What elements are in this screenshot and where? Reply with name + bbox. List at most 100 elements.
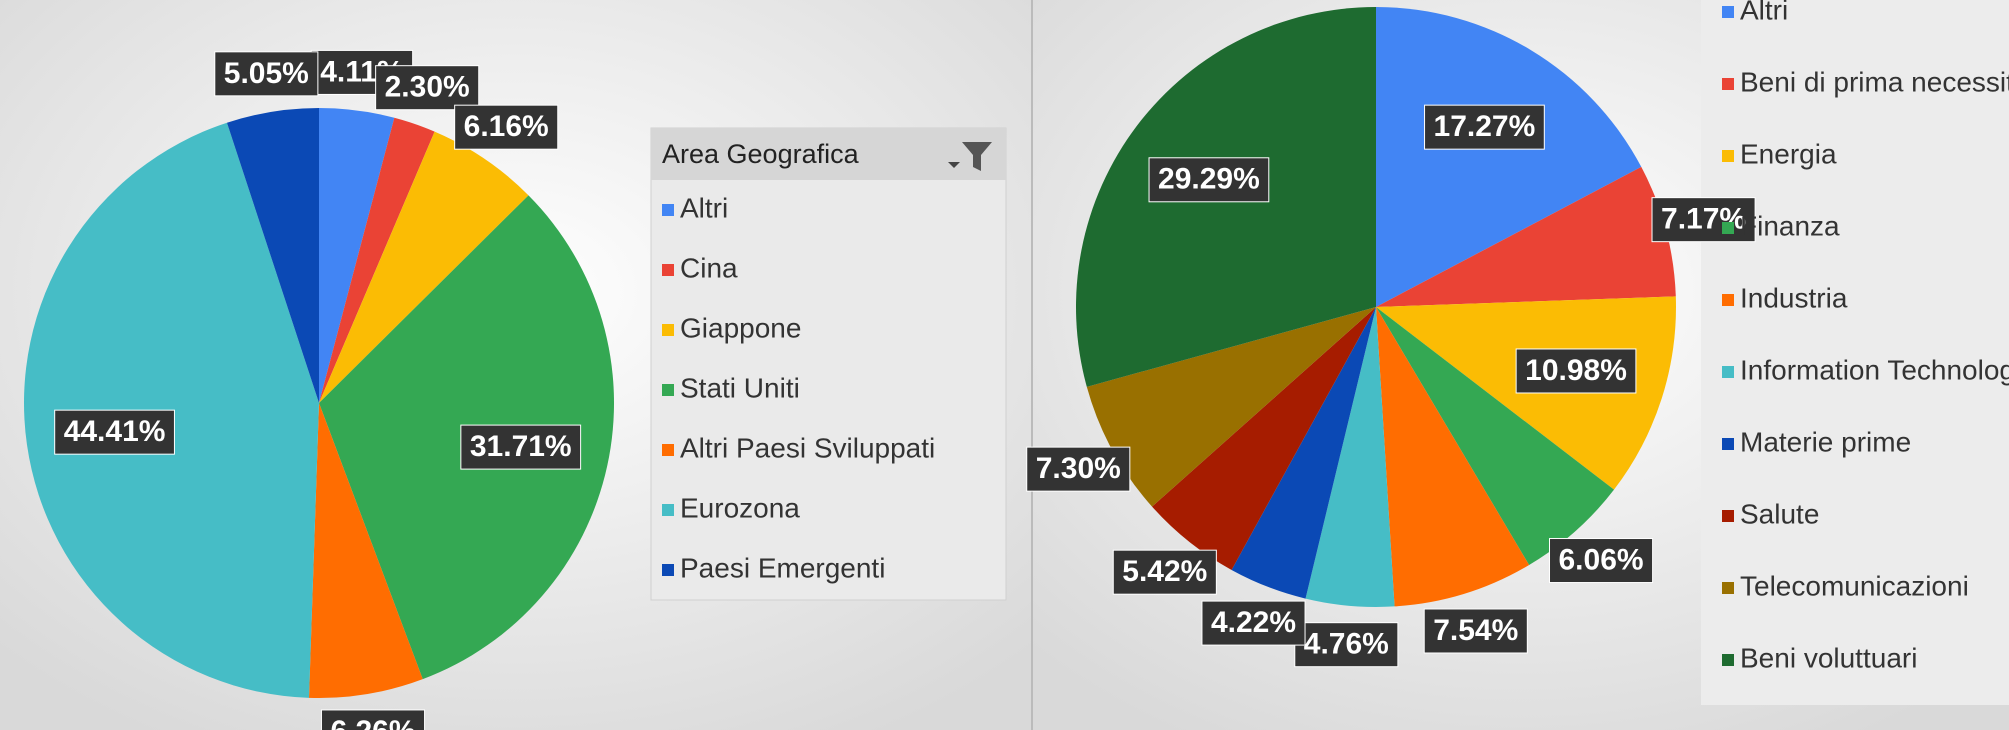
data-label: 7.30% <box>1026 446 1131 492</box>
data-label-bg <box>54 409 175 455</box>
legend-swatch <box>1722 438 1734 450</box>
data-label: 2.30% <box>375 65 480 111</box>
dropdown-icon[interactable] <box>948 162 960 168</box>
legend-swatch <box>662 384 674 396</box>
legend-swatch <box>1722 150 1734 162</box>
pie-slice <box>1305 307 1395 608</box>
pie-slice <box>1086 307 1376 507</box>
data-label: 44.41% <box>54 409 175 455</box>
data-label-text: 10.98% <box>1525 354 1627 387</box>
data-label-text: 5.05% <box>224 57 309 90</box>
data-label-bg <box>1201 600 1306 646</box>
data-label-text: 6.26% <box>330 715 415 730</box>
legend-label: Stati Uniti <box>680 372 800 403</box>
pie-slice <box>319 117 435 404</box>
data-label-text: 31.71% <box>470 430 572 463</box>
filter-icon[interactable] <box>962 142 992 171</box>
data-label-bg <box>1424 104 1545 150</box>
data-label: 31.71% <box>460 424 582 470</box>
legend-swatch <box>662 204 674 216</box>
legend-swatch <box>1722 6 1734 18</box>
legend-label: Altri <box>1740 0 1788 25</box>
pie-slice <box>1376 166 1676 307</box>
legend-label: Altri Paesi Sviluppati <box>680 432 935 463</box>
data-label: 17.27% <box>1424 104 1545 150</box>
data-label-bg <box>454 104 559 150</box>
pie-slice <box>1231 307 1376 599</box>
data-label-text: 5.42% <box>1122 555 1207 588</box>
data-label-text: 17.27% <box>1434 110 1536 143</box>
data-label-bg <box>1549 538 1654 584</box>
legend-label: Information Technology <box>1740 354 2009 385</box>
data-label-bg <box>1148 157 1270 203</box>
data-label-text: 2.30% <box>385 71 470 104</box>
pie-slice <box>1152 307 1376 570</box>
pie-slice <box>226 108 319 403</box>
legend-swatch <box>1722 654 1734 666</box>
legend-label: Paesi Emergenti <box>680 552 885 583</box>
legend-swatch <box>662 564 674 576</box>
legend-label: Beni di prima necessità <box>1740 66 2009 97</box>
pie-slice <box>308 403 423 698</box>
data-label-bg <box>320 709 426 730</box>
data-label: 29.29% <box>1148 157 1270 203</box>
data-label-bg <box>375 65 480 111</box>
data-label-bg <box>460 424 582 470</box>
data-label-text: 6.06% <box>1559 543 1644 576</box>
legend-title: Area Geografica <box>662 139 860 169</box>
data-label-bg <box>1294 622 1399 668</box>
legend-box <box>1701 0 2009 705</box>
data-label-text: 7.54% <box>1433 614 1518 647</box>
data-label-bg <box>1515 348 1637 394</box>
pie-slice <box>319 131 529 404</box>
legend-swatch <box>1722 366 1734 378</box>
pie-slice <box>1376 307 1615 565</box>
legend-swatch <box>1722 294 1734 306</box>
data-label-bg <box>1112 549 1217 595</box>
legend-swatch <box>1722 78 1734 90</box>
data-label-bg <box>1423 608 1528 654</box>
data-label-text: 4.22% <box>1211 606 1296 639</box>
legend-box <box>650 127 1007 601</box>
legend-label: Telecomunicazioni <box>1740 570 1969 601</box>
legend-label: Eurozona <box>680 492 800 523</box>
legend-swatch <box>662 504 674 516</box>
data-label: 4.22% <box>1201 600 1306 646</box>
data-label: 7.54% <box>1423 608 1528 654</box>
legend-label: Energia <box>1740 138 1837 169</box>
legend-swatch <box>662 324 674 336</box>
pie-slice <box>319 108 395 403</box>
data-label-text: 4.76% <box>1304 628 1389 661</box>
legend-swatch <box>1722 222 1734 234</box>
legend-swatch <box>1722 582 1734 594</box>
legend-label: Giappone <box>680 312 801 343</box>
data-label-bg <box>214 51 319 97</box>
pie-slice <box>1376 7 1642 307</box>
data-label-text: 7.30% <box>1036 452 1121 485</box>
legend-swatch <box>662 264 674 276</box>
data-label: 5.05% <box>214 51 319 97</box>
legend-label: Cina <box>680 252 738 283</box>
legend-label: Beni voluttuari <box>1740 642 1917 673</box>
legend-header[interactable] <box>651 128 1006 180</box>
legend-label: Industria <box>1740 282 1848 313</box>
data-label: 6.16% <box>454 104 559 150</box>
legend-label: Finanza <box>1740 210 1840 241</box>
data-label-text: 44.41% <box>64 415 166 448</box>
data-label-text: 6.16% <box>464 110 549 143</box>
data-label-bg <box>1651 197 1756 243</box>
legend-swatch <box>662 444 674 456</box>
data-label: 6.06% <box>1549 538 1654 584</box>
data-label: 5.42% <box>1112 549 1217 595</box>
pie-slice <box>1376 307 1530 607</box>
data-label: 10.98% <box>1515 348 1637 394</box>
legend-label: Salute <box>1740 498 1819 529</box>
data-label-text: 29.29% <box>1158 163 1260 196</box>
data-label: 4.76% <box>1294 622 1399 668</box>
legend-swatch <box>1722 510 1734 522</box>
data-label-bg <box>1026 446 1131 492</box>
data-label: 6.26% <box>320 709 426 730</box>
legend-label: Altri <box>680 192 728 223</box>
legend-label: Materie prime <box>1740 426 1911 457</box>
